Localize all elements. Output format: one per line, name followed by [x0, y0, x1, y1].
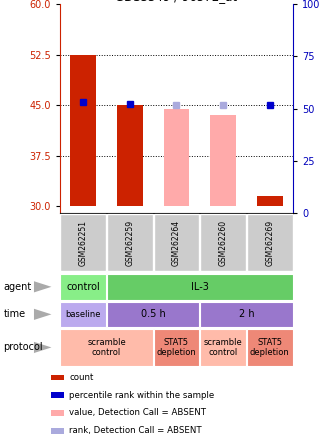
Bar [247, 329, 293, 365]
Bar [60, 329, 153, 365]
Bar [117, 105, 143, 206]
Text: 2 h: 2 h [239, 309, 254, 319]
Text: GSM262259: GSM262259 [125, 220, 135, 266]
Bar [200, 301, 293, 327]
Text: STAT5
depletion: STAT5 depletion [157, 338, 196, 357]
Bar [210, 115, 236, 206]
Text: rank, Detection Call = ABSENT: rank, Detection Call = ABSENT [69, 426, 202, 435]
Bar [60, 214, 106, 271]
Text: protocol: protocol [3, 342, 43, 353]
Title: GDS3349 / 96572_at: GDS3349 / 96572_at [116, 0, 237, 3]
Text: IL-3: IL-3 [191, 282, 209, 292]
Polygon shape [34, 309, 51, 320]
Text: value, Detection Call = ABSENT: value, Detection Call = ABSENT [69, 408, 206, 417]
Bar [51, 392, 64, 398]
Text: 0.5 h: 0.5 h [141, 309, 166, 319]
Bar [247, 214, 293, 271]
Bar [154, 329, 199, 365]
Text: GSM262269: GSM262269 [265, 220, 274, 266]
Text: GSM262264: GSM262264 [172, 220, 181, 266]
Text: percentile rank within the sample: percentile rank within the sample [69, 391, 215, 400]
Bar [71, 55, 96, 206]
Text: count: count [69, 373, 94, 382]
Polygon shape [34, 342, 51, 353]
Bar [107, 301, 199, 327]
Bar [257, 196, 282, 206]
Text: GSM262260: GSM262260 [218, 220, 228, 266]
Bar [154, 214, 199, 271]
Text: STAT5
depletion: STAT5 depletion [250, 338, 290, 357]
Text: time: time [3, 309, 25, 319]
Bar [107, 274, 293, 300]
Text: baseline: baseline [66, 310, 101, 319]
Bar [60, 301, 106, 327]
Bar [164, 109, 189, 206]
Text: scramble
control: scramble control [87, 338, 126, 357]
Text: agent: agent [3, 282, 32, 292]
Text: control: control [66, 282, 100, 292]
Bar [107, 214, 153, 271]
Bar [51, 375, 64, 380]
Text: scramble
control: scramble control [204, 338, 242, 357]
Bar [51, 428, 64, 433]
Bar [51, 410, 64, 416]
Bar [200, 214, 246, 271]
Text: GSM262251: GSM262251 [79, 220, 88, 266]
Bar [60, 274, 106, 300]
Bar [200, 329, 246, 365]
Polygon shape [34, 281, 51, 293]
